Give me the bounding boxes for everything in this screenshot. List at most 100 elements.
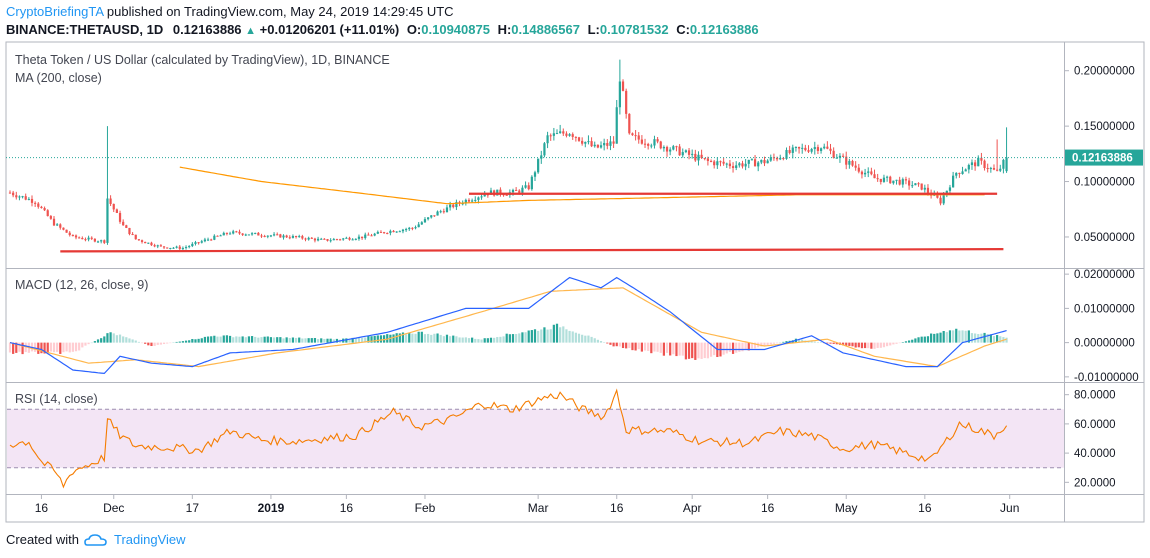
candle-body	[848, 160, 851, 165]
candle-body	[964, 169, 967, 172]
macd-histogram-bar	[939, 332, 942, 343]
macd-histogram-bar	[753, 342, 757, 349]
candle-body	[555, 133, 559, 135]
candle-body	[728, 163, 732, 167]
candle-body	[486, 194, 489, 196]
macd-histogram-bar	[728, 342, 732, 352]
macd-histogram-bar	[892, 342, 895, 345]
macd-histogram-bar	[741, 342, 744, 352]
macd-histogram-bar	[241, 336, 244, 343]
candle-body	[722, 161, 725, 164]
author-link[interactable]: CryptoBriefingTA	[6, 4, 104, 19]
candle-body	[863, 172, 867, 175]
candle-body	[659, 141, 662, 149]
macd-histogram-bar	[414, 333, 417, 343]
y-tick-label: 0.10000000	[1074, 177, 1135, 189]
candle-body	[901, 179, 904, 185]
candle-body	[414, 227, 417, 229]
candle-body	[747, 159, 750, 164]
candle-body	[816, 147, 820, 151]
candle-body	[826, 146, 829, 149]
macd-histogram-bar	[408, 332, 411, 343]
macd-histogram-bar	[433, 333, 436, 343]
candle-body	[109, 198, 112, 204]
candle-body	[373, 233, 376, 236]
macd-histogram-bar	[983, 332, 986, 343]
macd-histogram-bar	[989, 334, 992, 343]
candle-body	[612, 141, 615, 144]
macd-histogram-bar	[628, 342, 631, 348]
candle-body	[241, 233, 244, 235]
macd-histogram-bar	[191, 338, 194, 343]
candle-body	[549, 135, 552, 137]
macd-histogram-bar	[549, 329, 552, 343]
candle-body	[634, 135, 637, 137]
candle-body	[505, 194, 508, 196]
candle-body	[989, 168, 992, 170]
candle-body	[669, 149, 672, 152]
macd-histogram-bar	[879, 342, 882, 348]
price-change: +0.01206201 (+11.01%)	[259, 22, 400, 37]
macd-histogram-bar	[857, 342, 860, 348]
macd-histogram-bar	[329, 338, 332, 343]
macd-histogram-bar	[964, 330, 967, 343]
macd-histogram-bar	[279, 337, 282, 343]
macd-histogram-bar	[232, 337, 235, 343]
candle-body	[15, 195, 18, 198]
candle-body	[647, 144, 650, 146]
macd-histogram-bar	[175, 341, 178, 343]
macd-histogram-bar	[373, 335, 376, 343]
macd-histogram-bar	[709, 342, 713, 357]
candle-body	[986, 168, 989, 170]
macd-histogram-bar	[885, 342, 889, 347]
candle-body	[775, 157, 779, 160]
tradingview-brand[interactable]: TradingView	[113, 532, 186, 547]
macd-histogram-bar	[895, 342, 898, 344]
candle-body	[37, 203, 40, 207]
candle-body	[788, 150, 791, 153]
macd-histogram-bar	[222, 335, 225, 343]
candle-body	[1002, 159, 1005, 169]
candle-body	[225, 232, 229, 234]
candle-body	[59, 224, 62, 228]
candle-body	[738, 163, 741, 166]
candle-body	[354, 238, 357, 240]
candle-body	[763, 159, 766, 164]
candle-body	[665, 146, 669, 152]
macd-histogram-bar	[376, 335, 379, 343]
macd-histogram-bar	[140, 342, 144, 344]
macd-histogram-bar	[266, 336, 269, 343]
macd-histogram-bar	[351, 337, 354, 343]
candle-body	[364, 234, 367, 239]
macd-histogram-bar	[15, 342, 18, 353]
candle-body	[546, 135, 549, 144]
macd-histogram-bar	[672, 342, 675, 355]
up-triangle-icon: ▲	[245, 25, 257, 37]
candle-body	[49, 216, 52, 219]
macd-histogram-bar	[254, 336, 257, 343]
candle-body	[206, 239, 210, 241]
macd-histogram-bar	[238, 336, 241, 343]
candle-body	[779, 158, 782, 160]
macd-histogram-bar	[769, 342, 772, 345]
macd-histogram-bar	[68, 342, 71, 353]
y-tick-label: 0.05000000	[1074, 232, 1135, 244]
macd-histogram-bar	[477, 339, 480, 343]
y-tick-label: 0.01000000	[1074, 303, 1135, 315]
candle-body	[524, 185, 527, 188]
macd-histogram-bar	[395, 333, 398, 343]
macd-histogram-bar	[958, 330, 961, 343]
macd-histogram-bar	[144, 342, 147, 344]
macd-histogram-bar	[530, 330, 533, 343]
macd-histogram-bar	[379, 335, 383, 343]
macd-histogram-bar	[354, 338, 357, 343]
candle-body	[316, 238, 320, 241]
x-tick-label: 16	[610, 501, 624, 515]
candle-body	[955, 172, 958, 176]
y-tick-label: -0.01000000	[1074, 372, 1139, 384]
last-price-badge-text: 0.12163886	[1072, 153, 1133, 165]
candle-body	[78, 237, 81, 239]
open-label: O:	[406, 22, 422, 37]
candle-body	[445, 207, 449, 213]
